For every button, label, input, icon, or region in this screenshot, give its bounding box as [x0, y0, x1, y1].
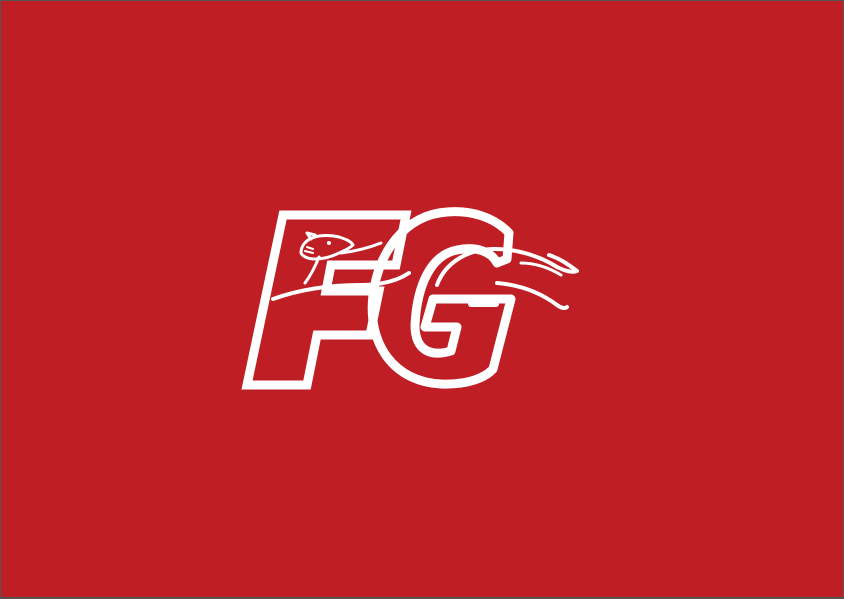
letter-f-icon: [241, 210, 412, 390]
cheetah-icon: [271, 231, 579, 311]
letter-g-icon: [367, 207, 516, 389]
